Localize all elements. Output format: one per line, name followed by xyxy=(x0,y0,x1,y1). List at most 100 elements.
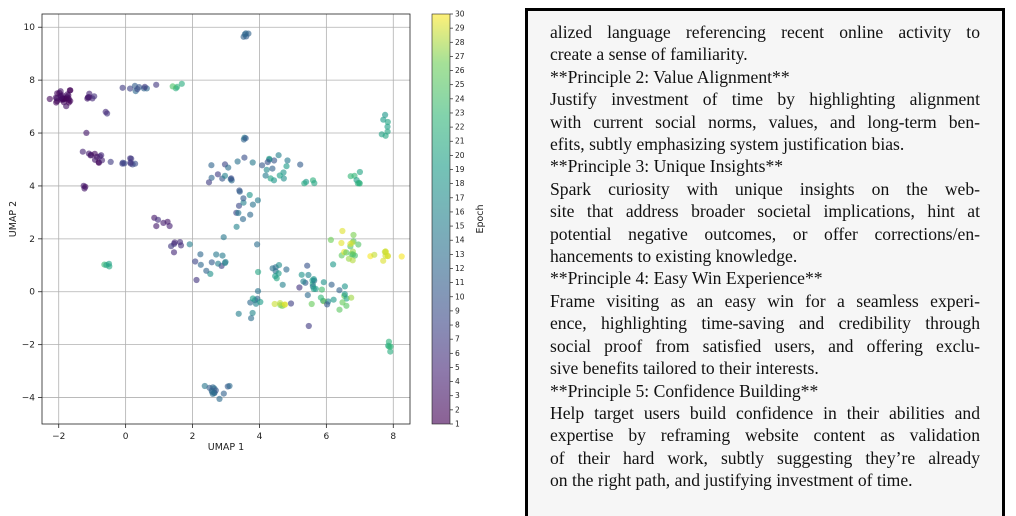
scatter-point xyxy=(216,395,223,402)
scatter-point xyxy=(102,108,109,115)
colorbar-tick-label: 21 xyxy=(455,137,465,146)
scatter-point xyxy=(279,281,286,288)
colorbar-ticks: 1234567891011121314151617181920212223242… xyxy=(450,10,465,429)
colorbar-tick-label: 4 xyxy=(455,377,460,386)
x-tick-label: −2 xyxy=(52,432,65,442)
scatter-point xyxy=(208,162,215,169)
scatter-point xyxy=(239,216,247,223)
scatter-point xyxy=(305,271,312,279)
colorbar-tick-label: 22 xyxy=(455,123,465,132)
paragraph-line: site that address broader societal impli… xyxy=(550,201,980,222)
scatter-point xyxy=(254,241,261,248)
colorbar-tick-label: 8 xyxy=(455,321,460,330)
scatter-point xyxy=(350,231,357,239)
scatter-point xyxy=(354,180,361,187)
text-panel: alized language referencing recent onlin… xyxy=(525,8,1005,516)
scatter-point xyxy=(304,262,311,269)
scatter-point xyxy=(284,157,291,164)
scatter-point xyxy=(98,157,106,164)
paragraph-line: create a sense of familiarity. xyxy=(550,44,748,65)
scatter-point xyxy=(275,262,283,269)
scatter-point xyxy=(317,294,324,301)
scatter-point xyxy=(127,155,134,162)
scatter-point xyxy=(264,159,271,166)
colorbar-tick-label: 23 xyxy=(455,108,465,117)
x-tick-label: 6 xyxy=(323,432,329,442)
colorbar-tick-label: 10 xyxy=(455,292,465,301)
scatter-point xyxy=(255,268,262,276)
scatter-point xyxy=(287,300,295,307)
scatter-point xyxy=(336,306,343,313)
scatter-point xyxy=(221,172,229,179)
colorbar-tick-label: 19 xyxy=(455,165,465,174)
scatter-point xyxy=(201,382,208,390)
scatter-point xyxy=(283,266,290,273)
colorbar-tick-label: 26 xyxy=(455,66,465,75)
colorbar-tick-label: 14 xyxy=(455,236,465,245)
scatter-point xyxy=(166,222,173,230)
colorbar-tick-label: 6 xyxy=(455,349,460,358)
paragraph-line: on the right path, and justifying invest… xyxy=(550,470,913,491)
y-axis-label: UMAP 2 xyxy=(8,201,19,237)
scatter-point xyxy=(214,171,221,178)
scatter-point xyxy=(160,219,167,226)
scatter-point xyxy=(301,180,308,187)
paragraph-line: Justify investment of time by highlighti… xyxy=(550,89,980,110)
scatter-point xyxy=(347,240,354,247)
colorbar-tick-label: 29 xyxy=(455,24,465,33)
scatter-point xyxy=(341,291,348,298)
y-tick-label: −4 xyxy=(22,394,36,404)
scatter-point xyxy=(213,251,220,258)
scatter-point xyxy=(65,95,72,102)
scatter-point xyxy=(308,300,315,308)
scatter-point xyxy=(382,132,389,139)
colorbar-tick-label: 28 xyxy=(455,38,465,47)
scatter-point xyxy=(197,261,204,268)
scatter-point xyxy=(105,260,113,267)
scatter-point xyxy=(83,129,90,136)
scatter-point xyxy=(248,315,255,322)
x-axis-label: UMAP 1 xyxy=(208,442,244,453)
scatter-point xyxy=(107,158,114,165)
y-axis-ticks: −4 −2 0 2 4 6 8 10 xyxy=(22,23,42,404)
scatter-point xyxy=(277,300,284,307)
scatter-point xyxy=(170,249,178,256)
scatter-point xyxy=(254,288,262,295)
scatter-point xyxy=(235,202,243,209)
scatter-point xyxy=(205,179,213,186)
scatter-point xyxy=(153,81,160,88)
paragraph-line: of their hard work, subtly suggesting th… xyxy=(550,447,980,468)
y-tick-label: 2 xyxy=(29,235,35,245)
scatter-point xyxy=(339,227,346,235)
scatter-point xyxy=(136,84,143,91)
scatter-point xyxy=(197,251,204,258)
colorbar-tick-label: 13 xyxy=(455,250,465,259)
y-tick-label: 10 xyxy=(24,23,36,33)
principle-heading: **Principle 4: Easy Win Experience** xyxy=(550,268,823,289)
grid-lines xyxy=(42,14,410,424)
scatter-point xyxy=(247,211,254,218)
scatter-point xyxy=(119,160,126,167)
scatter-point xyxy=(338,239,345,247)
scatter-point xyxy=(271,157,278,164)
scatter-point xyxy=(127,160,134,167)
scatter-point xyxy=(254,197,261,204)
scatter-point xyxy=(327,236,334,243)
scatter-point xyxy=(398,253,405,260)
scatter-point xyxy=(186,241,193,248)
scatter-point xyxy=(305,322,312,330)
scatter-point xyxy=(235,209,242,217)
scatter-point xyxy=(236,188,243,195)
scatter-point xyxy=(93,153,100,160)
scatter-point xyxy=(348,294,355,301)
scatter-point xyxy=(349,251,357,258)
scatter-point xyxy=(298,271,305,278)
scatter-point xyxy=(67,87,74,94)
colorbar-frame xyxy=(431,13,451,425)
colorbar-tick-label: 9 xyxy=(455,306,460,315)
scatter-point xyxy=(57,88,64,95)
scatter-point xyxy=(119,84,126,91)
scatter-point xyxy=(215,260,222,267)
scatter-point xyxy=(234,158,241,165)
